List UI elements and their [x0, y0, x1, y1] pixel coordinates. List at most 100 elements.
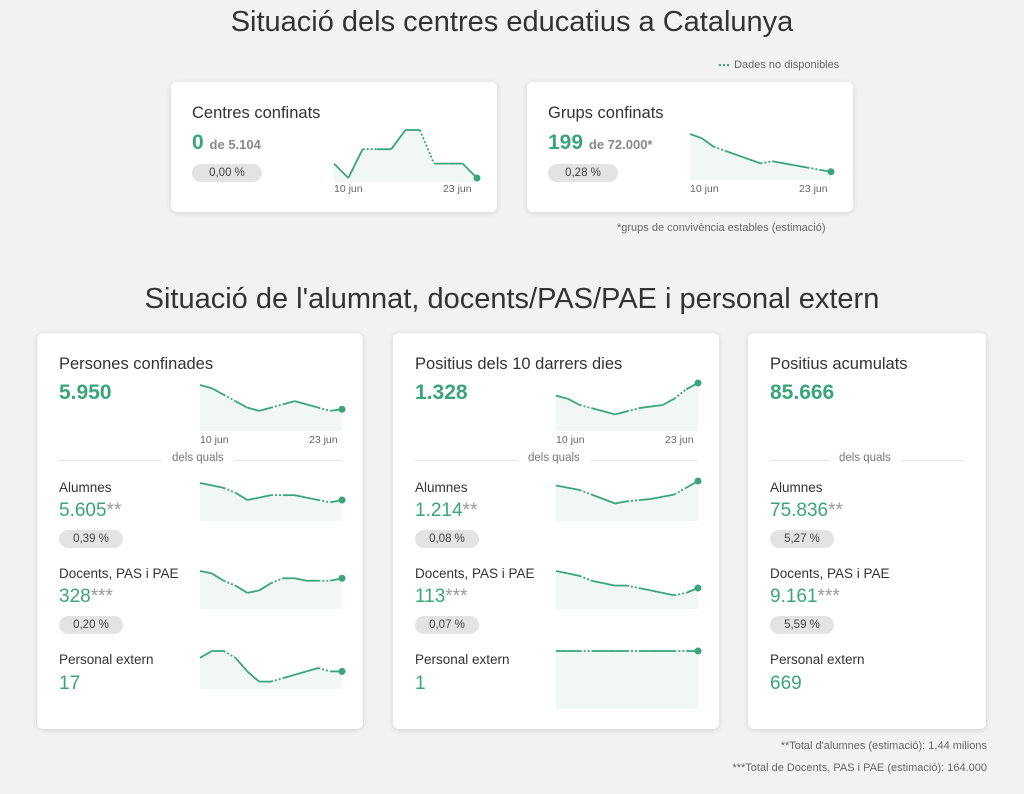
row-value-extern: 669 — [770, 673, 802, 694]
sparkline-segment — [748, 158, 761, 165]
sparkline-segment — [650, 495, 663, 500]
sparkline-area — [200, 571, 342, 609]
sparkline-segment — [294, 670, 307, 676]
sparkline-positius — [555, 379, 702, 431]
sparkline-segment — [555, 394, 569, 400]
sparkline-extern — [199, 650, 346, 689]
sparkline-segment — [211, 572, 225, 582]
sparkline-segment — [555, 484, 569, 489]
row-value-number: 5.605 — [59, 500, 107, 521]
sparkline-segment — [638, 405, 651, 410]
sparkline-segment — [306, 496, 319, 501]
sparkline-extern — [556, 647, 702, 709]
footnote-docents: ***Total de Docents, PAS i PAE (estimaci… — [732, 762, 987, 774]
x-tick-start: 10 jun — [334, 183, 363, 195]
percent-badge: 0,00 % — [192, 164, 262, 182]
sparkline-segment — [258, 494, 272, 499]
card-value-number: 199 — [548, 131, 584, 154]
card-title: Positius dels 10 darrers dies — [415, 355, 623, 373]
row-value-extern: 17 — [59, 673, 81, 694]
sparkline-segment — [591, 407, 604, 413]
sparkline-segment — [662, 591, 675, 597]
x-tick-start: 10 jun — [200, 434, 229, 446]
sparkline-endpoint — [338, 667, 346, 675]
card-positius-acumulats: Positius acumulats 85.666 dels quals Alu… — [748, 333, 986, 729]
sparkline-segment — [294, 577, 307, 582]
card-value: 0 de 5.104 — [192, 131, 261, 155]
sparkline-segment — [246, 670, 260, 683]
sparkline-segment — [689, 133, 703, 140]
percent-badge: 5,27 % — [770, 530, 834, 548]
row-label-alumnes: Alumnes — [415, 480, 468, 495]
row-value-number: 113 — [415, 586, 446, 607]
card-persones-confinades: Persones confinades 5.950 10 jun 23 jun … — [37, 333, 363, 729]
sparkline-segment — [650, 589, 663, 594]
percent-badge: 0,39 % — [59, 530, 123, 548]
row-value-docents: 113*** — [415, 586, 467, 608]
sparkline-area — [200, 651, 342, 689]
sparkline-segment — [333, 162, 349, 179]
row-value-asterisk: *** — [90, 586, 113, 607]
sparkline-segment — [591, 493, 604, 500]
x-tick-end: 23 jun — [665, 434, 694, 446]
sparkline-segment — [795, 164, 808, 169]
percent-badge: 0,07 % — [415, 616, 479, 634]
sparkline-docents — [199, 570, 346, 609]
legend-unavailable: Dades no disponibles — [719, 59, 839, 71]
sparkline-segment — [555, 570, 569, 575]
sparkline-segment — [614, 410, 628, 416]
row-label-alumnes: Alumnes — [59, 480, 112, 495]
x-tick-start: 10 jun — [556, 434, 585, 446]
sparkline-segment — [614, 500, 628, 505]
row-label-docents: Docents, PAS i PAE — [770, 566, 890, 581]
sparkline-segment — [567, 572, 580, 577]
card-value: 5.950 — [59, 381, 112, 404]
sparkline-segment — [783, 162, 796, 167]
card-centres-confinats: Centres confinats 0 de 5.104 0,00 % 10 j… — [171, 82, 497, 212]
sparkline-segment — [626, 499, 639, 503]
dotted-line-icon — [719, 64, 730, 67]
dels-quals-label: dels quals — [162, 452, 234, 464]
row-value-number: 9.161 — [770, 586, 818, 607]
row-value-docents: 328*** — [59, 586, 113, 608]
sparkline-segment — [199, 570, 213, 575]
section-title-alumnat: Situació de l'alumnat, docents/PAS/PAE i… — [144, 283, 880, 315]
sparkline-area — [556, 481, 698, 521]
card-value-total: de 72.000* — [588, 137, 653, 152]
x-tick-end: 23 jun — [443, 183, 472, 195]
card-grups-confinats: Grups confinats 199 de 72.000* 0,28 % 10… — [527, 82, 853, 212]
row-value-extern: 1 — [415, 673, 426, 694]
sparkline-segment — [294, 494, 307, 499]
sparkline-segment — [234, 657, 249, 672]
sparkline-segment — [211, 484, 224, 489]
sparkline-endpoint — [473, 174, 481, 182]
sparkline-alumnes — [199, 482, 346, 521]
card-value-total: de 5.104 — [209, 137, 261, 152]
row-value-asterisk: ** — [828, 500, 843, 521]
percent-badge: 0,08 % — [415, 530, 479, 548]
sparkline-grups — [689, 133, 835, 180]
sparkline-segment — [724, 149, 738, 156]
percent-badge: 0,20 % — [59, 616, 123, 634]
sparkline-segment — [701, 137, 715, 148]
row-value-alumnes: 5.605** — [59, 500, 121, 522]
row-value-asterisk: *** — [445, 586, 468, 607]
sparkline-segment — [282, 673, 295, 680]
sparkline-segment — [591, 579, 604, 585]
sparkline-area — [690, 134, 831, 180]
row-value-asterisk: *** — [817, 586, 840, 607]
row-value-docents: 9.161*** — [770, 586, 840, 608]
sparkline-segment — [662, 493, 675, 498]
sparkline-segment — [282, 400, 295, 406]
legend-unavailable-label: Dades no disponibles — [734, 59, 840, 71]
sparkline-area — [200, 483, 342, 521]
sparkline-centres — [333, 129, 481, 182]
sparkline-endpoint — [694, 477, 702, 485]
row-value-alumnes: 1.214** — [415, 500, 477, 522]
sparkline-segment — [258, 406, 272, 412]
card-value-number: 0 — [192, 131, 204, 154]
sparkline-area — [556, 651, 698, 709]
sparkline-alumnes — [555, 477, 702, 521]
sparkline-segment — [347, 148, 364, 179]
sparkline-segment — [199, 384, 213, 390]
